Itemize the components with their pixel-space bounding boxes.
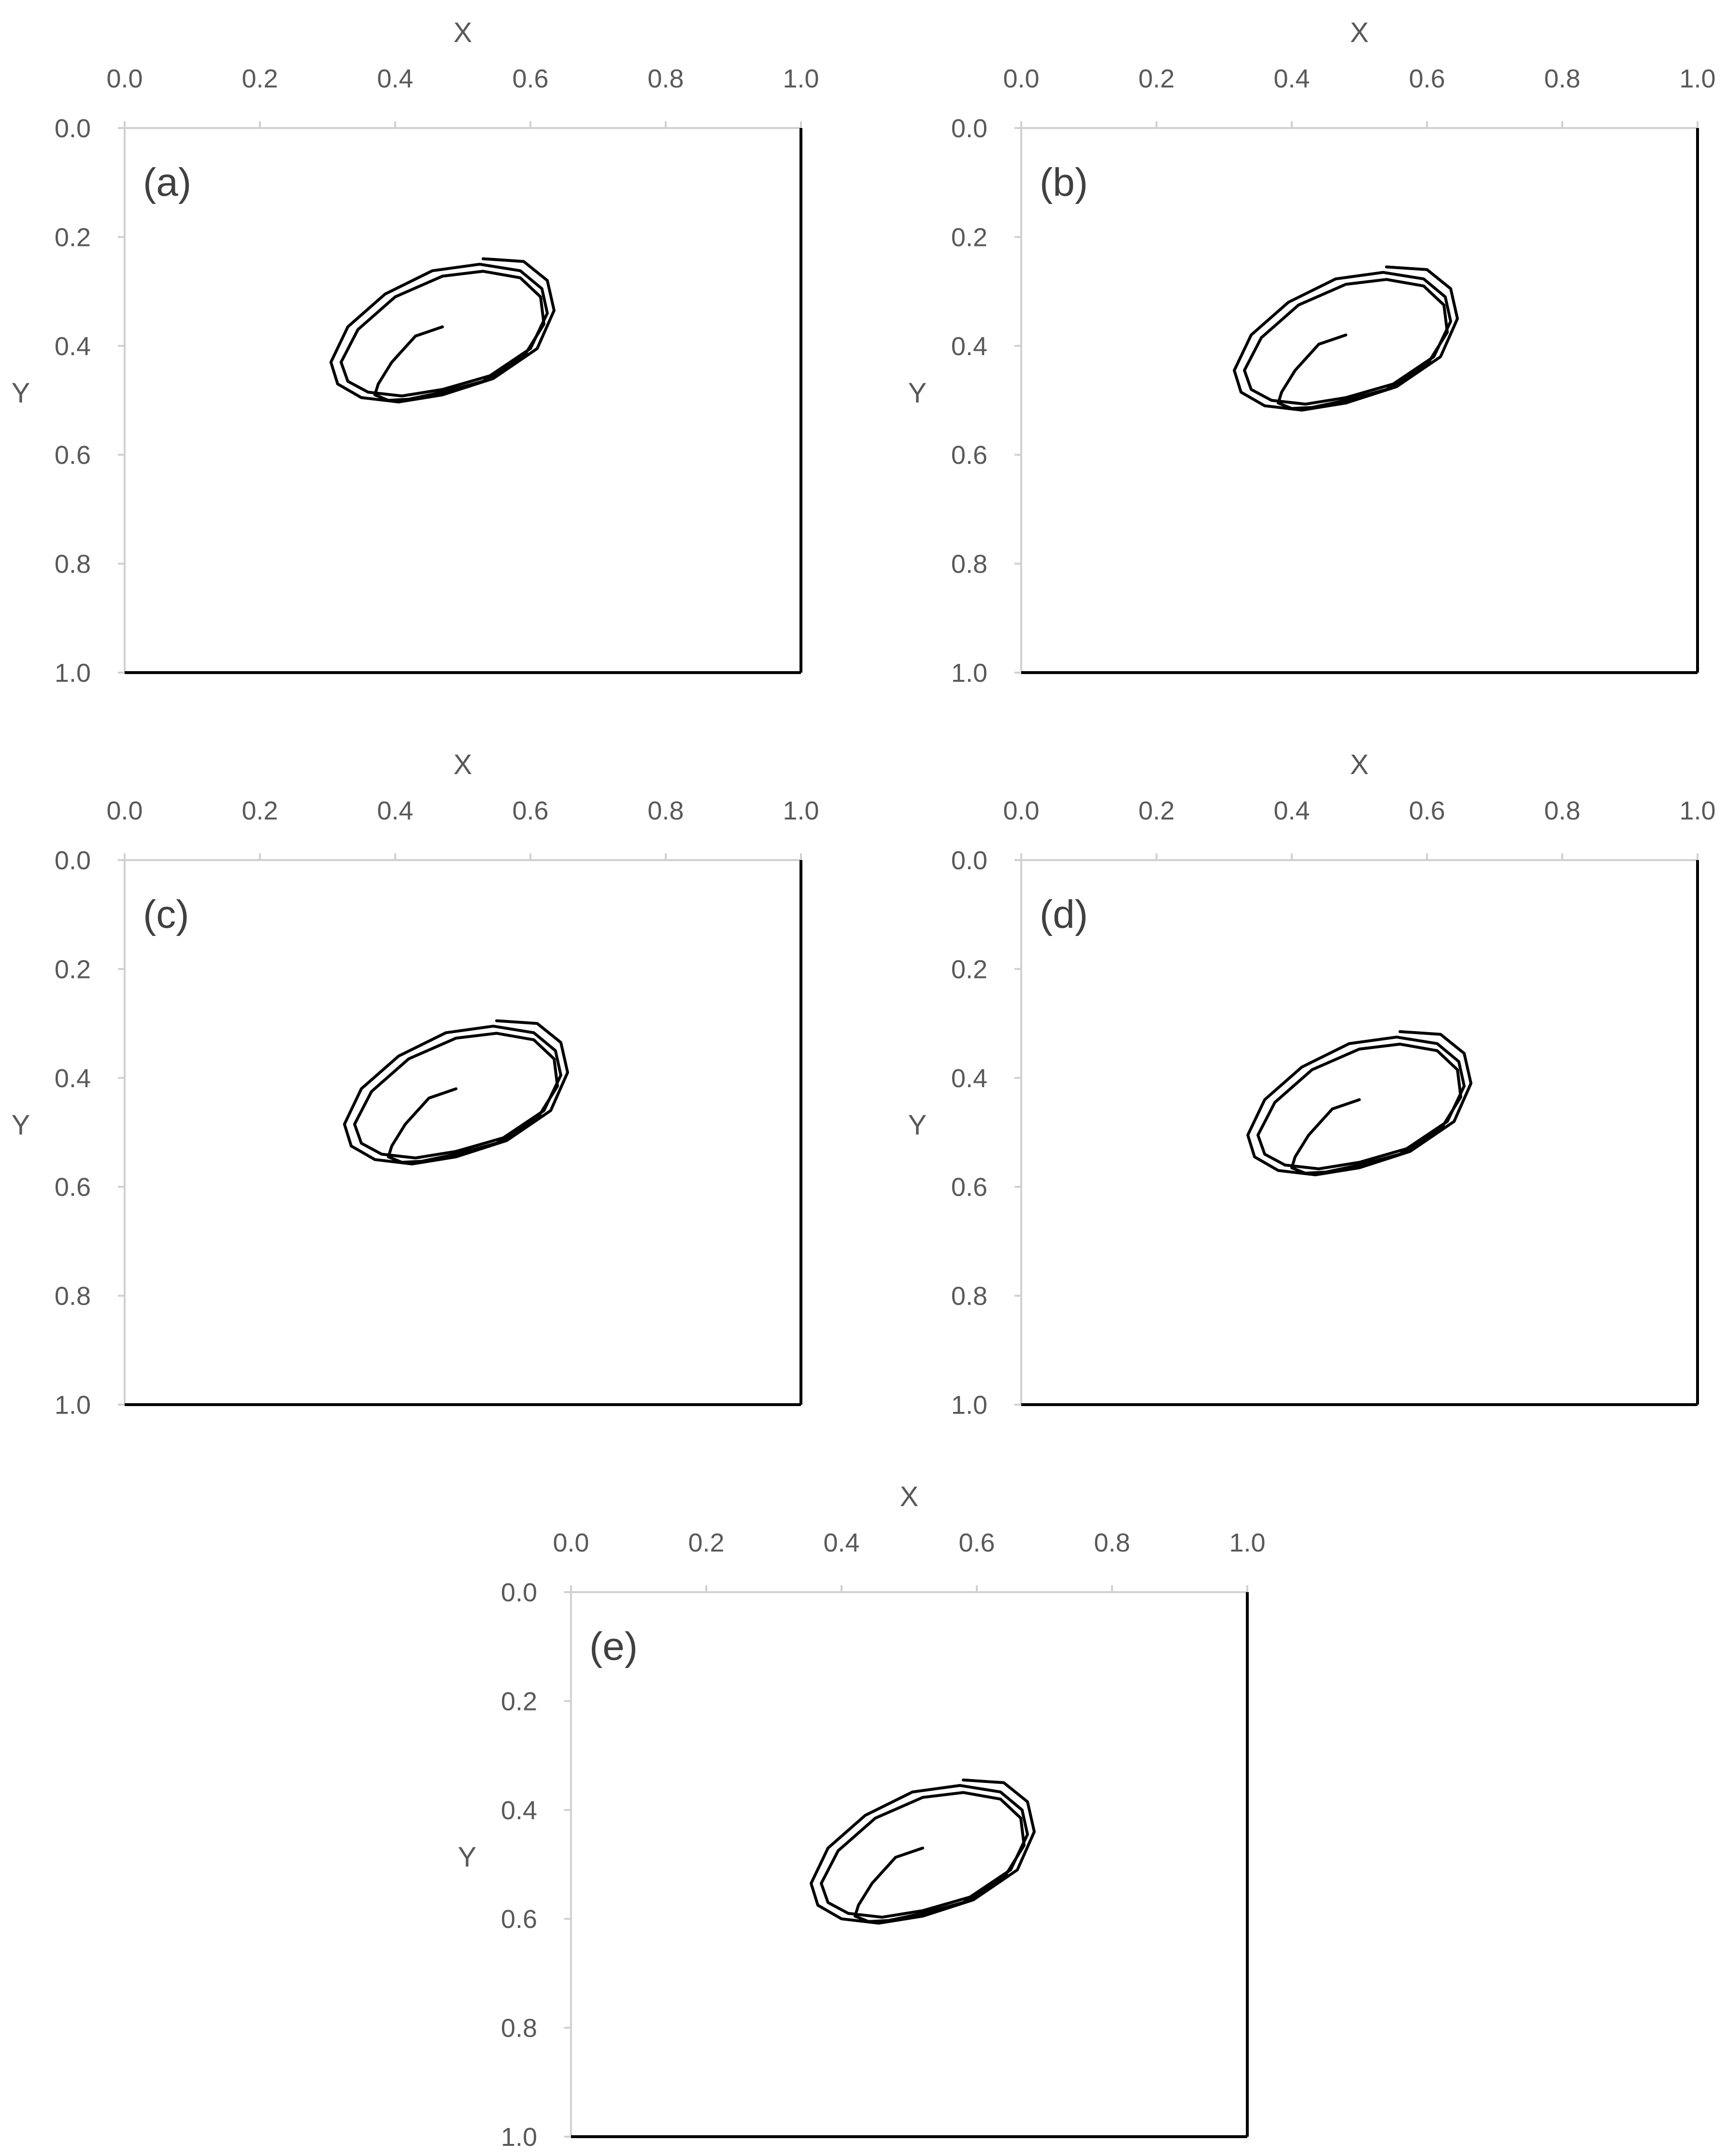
y-tick-label: 0.6 [55, 1173, 91, 1202]
x-tick-label: 0.6 [958, 1528, 995, 1557]
panel-label: (b) [1040, 160, 1088, 204]
x-tick-label: 1.0 [783, 796, 819, 825]
y-axis-title: Y [908, 377, 927, 409]
panel-label: (c) [143, 892, 189, 936]
x-tick-label: 0.4 [1273, 796, 1310, 825]
x-tick-label: 0.8 [1544, 64, 1580, 93]
chart-panel-b: 0.0 0.2 0.4 0.6 0.8 1.0 0.0 0.2 0.4 0.6 0.8 1.0 X Y (b… [908, 17, 1716, 688]
x-tick-label: 1.0 [1679, 796, 1715, 825]
y-axis-title: Y [12, 377, 30, 409]
trajectory-line [343, 1019, 569, 1165]
x-tick-label: 0.0 [106, 64, 143, 93]
y-tick-label: 0.2 [55, 223, 91, 252]
y-axis-title: Y [908, 1109, 927, 1141]
x-tick-label: 0.6 [1409, 64, 1445, 93]
trajectory-line [329, 257, 556, 403]
y-axis-title: Y [458, 1841, 477, 1873]
x-tick-label: 0.6 [512, 64, 548, 93]
y-tick-label: 0.8 [951, 550, 987, 579]
y-tick-label: 0.2 [951, 223, 987, 252]
x-tick-label: 0.8 [647, 64, 684, 93]
y-tick-label: 0.8 [55, 1282, 91, 1311]
chart-panel-d: 0.0 0.2 0.4 0.6 0.8 1.0 0.0 0.2 0.4 0.6 0.8 1.0 X Y (d… [908, 749, 1716, 1420]
y-tick-label: 0.4 [55, 332, 91, 361]
panel-label: (e) [589, 1624, 638, 1668]
x-tick-label: 1.0 [1229, 1528, 1265, 1557]
chart-panel-c: 0.0 0.2 0.4 0.6 0.8 1.0 0.0 0.2 0.4 0.6 0.8 1.0 X Y (c… [12, 749, 819, 1420]
x-tick-label: 0.0 [1003, 796, 1039, 825]
y-tick-label: 0.6 [55, 441, 91, 470]
y-tick-label: 0.0 [501, 1578, 537, 1607]
chart-panel-e: 0.0 0.2 0.4 0.6 0.8 1.0 0.0 0.2 0.4 0.6 0.8 1.0 X Y (e… [458, 1481, 1266, 2152]
x-tick-label: 0.2 [688, 1528, 724, 1557]
y-tick-label: 1.0 [55, 659, 91, 688]
panel-label: (d) [1040, 892, 1088, 936]
trajectory-line [1233, 265, 1459, 412]
x-tick-label: 0.8 [1094, 1528, 1130, 1557]
y-tick-label: 1.0 [55, 1391, 91, 1420]
x-axis-title: X [1350, 749, 1369, 780]
x-axis-title: X [454, 17, 472, 48]
y-tick-label: 0.8 [501, 2014, 537, 2043]
x-tick-label: 0.8 [647, 796, 684, 825]
y-tick-label: 1.0 [951, 659, 987, 688]
y-tick-label: 0.0 [951, 846, 987, 875]
y-tick-label: 0.2 [951, 955, 987, 984]
x-axis-title: X [1350, 17, 1369, 48]
y-tick-label: 0.4 [55, 1064, 91, 1093]
y-tick-label: 0.8 [55, 550, 91, 579]
trajectory-line [1246, 1030, 1472, 1177]
y-tick-label: 0.8 [951, 1282, 987, 1311]
x-tick-label: 0.4 [823, 1528, 859, 1557]
y-tick-label: 1.0 [501, 2123, 537, 2152]
x-tick-label: 1.0 [783, 64, 819, 93]
y-tick-label: 0.0 [55, 846, 91, 875]
x-axis-title: X [454, 749, 472, 780]
x-tick-label: 1.0 [1679, 64, 1715, 93]
y-tick-label: 0.6 [951, 441, 987, 470]
x-tick-label: 0.8 [1544, 796, 1580, 825]
x-tick-label: 0.2 [1138, 64, 1174, 93]
x-tick-label: 0.4 [377, 796, 413, 825]
panel-label: (a) [143, 160, 191, 204]
y-tick-label: 0.2 [55, 955, 91, 984]
x-tick-label: 0.0 [1003, 64, 1039, 93]
x-tick-label: 0.0 [553, 1528, 589, 1557]
x-tick-label: 0.0 [106, 796, 143, 825]
y-tick-label: 0.6 [951, 1173, 987, 1202]
y-tick-label: 0.4 [951, 1064, 987, 1093]
y-tick-label: 0.2 [501, 1687, 537, 1716]
y-tick-label: 1.0 [951, 1391, 987, 1420]
chart-panel-a: 0.0 0.2 0.4 0.6 0.8 1.0 0.0 0.2 0.4 0.6 0.8 1.0 X Y (a… [12, 17, 819, 688]
x-tick-label: 0.4 [1273, 64, 1310, 93]
y-tick-label: 0.0 [951, 114, 987, 143]
x-tick-label: 0.6 [1409, 796, 1445, 825]
x-tick-label: 0.2 [1138, 796, 1174, 825]
y-axis-title: Y [12, 1109, 30, 1141]
x-tick-label: 0.6 [512, 796, 548, 825]
y-tick-label: 0.0 [55, 114, 91, 143]
x-tick-label: 0.2 [242, 64, 278, 93]
x-tick-label: 0.4 [377, 64, 413, 93]
y-tick-label: 0.4 [951, 332, 987, 361]
x-tick-label: 0.2 [242, 796, 278, 825]
trajectory-line [810, 1778, 1036, 1925]
x-axis-title: X [900, 1481, 919, 1512]
y-tick-label: 0.4 [501, 1796, 537, 1825]
y-tick-label: 0.6 [501, 1905, 537, 1934]
